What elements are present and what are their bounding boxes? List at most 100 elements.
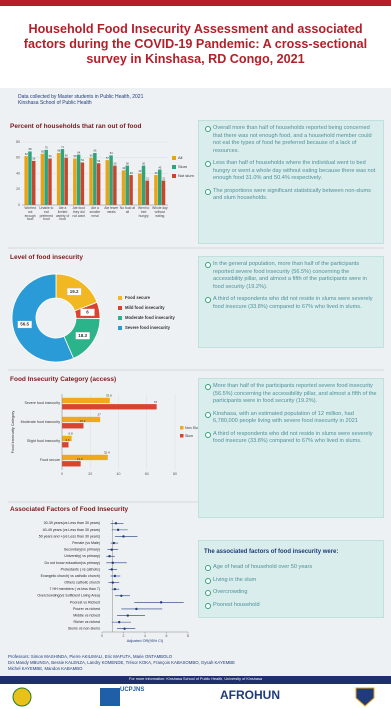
y-tick-label: Female (vs Male) xyxy=(72,541,100,545)
legend-swatch xyxy=(172,174,176,178)
label-box xyxy=(75,332,90,340)
legend-swatch xyxy=(172,165,176,169)
y-tick-label: Slums vs non-slums xyxy=(68,627,100,631)
panel-heading: The associated factors of food insecurit… xyxy=(204,549,339,555)
bullet: Poorest household xyxy=(205,602,378,610)
bar xyxy=(157,169,162,205)
legend-label: Non Slum xyxy=(185,426,201,430)
odds-ratio-point xyxy=(108,555,111,558)
odds-ratio-point xyxy=(118,620,121,624)
bar xyxy=(93,153,97,205)
value-label: 31 xyxy=(162,176,165,180)
value-label: 32.4 xyxy=(104,451,110,455)
logo-icon xyxy=(100,688,120,706)
bar xyxy=(105,160,110,205)
section-title: Percent of households that ran out of fo… xyxy=(10,123,142,130)
legend-swatch xyxy=(118,306,122,310)
value-label: 66 xyxy=(94,149,97,153)
value-label: 50 xyxy=(142,161,145,165)
odds-ratio-point xyxy=(120,594,123,597)
bullet: A third of respondents who did not resid… xyxy=(205,296,378,311)
bar xyxy=(96,163,101,205)
logo-icon xyxy=(355,687,375,707)
bar xyxy=(62,404,157,410)
value-label: 59 xyxy=(49,154,52,158)
bullet: Living in the slum xyxy=(205,577,378,585)
value-label: 60 xyxy=(65,153,68,157)
legend-label: Not slum xyxy=(178,173,194,178)
odds-ratio-point xyxy=(135,607,138,611)
poster-title: Household Food Insecurity Assessment and… xyxy=(23,22,368,67)
value-label: 71 xyxy=(61,145,64,149)
bar xyxy=(56,153,61,205)
odds-ratio-point xyxy=(113,587,117,591)
header-stripe xyxy=(0,0,391,6)
y-tick-label: 20 xyxy=(16,187,20,191)
author-line: Professors: Simon MASHINDA, Pierre AKILI… xyxy=(8,654,173,659)
bar xyxy=(60,149,65,205)
x-tick-label: Ate a limited variety of food xyxy=(55,206,70,222)
odds-ratio-point xyxy=(122,535,125,538)
x-tick-label: 80 xyxy=(173,472,177,476)
y-tick-label: 60 xyxy=(16,156,20,160)
value-label: 68 xyxy=(29,147,32,151)
bullet-list: Overall more than half of households rep… xyxy=(204,125,378,203)
x-tick-label: 8 xyxy=(187,634,189,638)
value-label: 31 xyxy=(146,176,149,180)
value-label: 4.6 xyxy=(65,438,70,442)
value-label: 38 xyxy=(130,171,133,175)
y-tick-label: 40 xyxy=(16,171,20,175)
findings-panel: In the general population, more than hal… xyxy=(198,256,384,348)
value-label: 60 xyxy=(90,153,93,157)
x-tick-label: Whole day without eating xyxy=(152,206,168,218)
bullet: A third of respondents who did not resid… xyxy=(205,431,378,446)
y-tick-label: 30-39 years(vs Less than 30 years) xyxy=(44,521,100,525)
bar xyxy=(80,162,85,205)
pie-slice xyxy=(11,273,75,363)
bullet-list: More than half of the participants repor… xyxy=(204,383,378,446)
logo-band xyxy=(0,684,391,709)
x-axis-label: Adjusted OR(95% CI) xyxy=(127,639,164,643)
bar xyxy=(154,175,158,205)
odds-ratio-point xyxy=(114,522,118,525)
legend-label: All xyxy=(178,155,183,160)
value-label: 6 xyxy=(86,310,89,315)
bar xyxy=(73,158,77,205)
bar xyxy=(32,160,36,205)
y-tick-label: Secondary(vs primary) xyxy=(64,548,100,552)
bar xyxy=(44,149,48,205)
findings-panel: The associated factors of food insecurit… xyxy=(198,540,384,618)
value-label: 57 xyxy=(106,156,109,160)
value-label: 56 xyxy=(32,157,35,161)
findings-panel: Overall more than half of households rep… xyxy=(198,120,384,244)
section-title: Level of food insecurity xyxy=(10,254,83,261)
bar xyxy=(161,180,166,205)
value-label: 19.2 xyxy=(70,289,79,294)
header-band xyxy=(0,0,391,88)
value-label: 63 xyxy=(110,151,113,155)
x-tick-label: 60 xyxy=(145,472,149,476)
x-tick-label: Went to bed hungry xyxy=(138,206,150,218)
legend-swatch xyxy=(118,296,122,300)
odds-ratio-point xyxy=(113,574,117,578)
x-tick-label: No food at all xyxy=(119,206,136,214)
bar xyxy=(113,165,117,205)
value-label: 56.5 xyxy=(20,322,29,327)
odds-ratio-point xyxy=(111,581,114,584)
x-tick-label: 4 xyxy=(144,634,146,638)
legend-label: Mild food insecurity xyxy=(125,305,165,310)
legend-label: Slum xyxy=(178,164,188,169)
credit-line: Data collected by Master students in Pub… xyxy=(18,94,144,100)
x-tick-label: Ate food they did not want xyxy=(72,206,85,218)
y-tick-label: 0 xyxy=(18,203,20,207)
value-label: 54 xyxy=(81,158,84,162)
value-label: 70 xyxy=(45,146,48,150)
odds-ratio-point xyxy=(126,614,129,617)
logo-text: UCPJNS xyxy=(120,687,145,693)
value-label: 18.3 xyxy=(78,333,87,338)
bar xyxy=(40,153,45,205)
bar xyxy=(125,165,130,205)
value-label: 45 xyxy=(158,165,161,169)
value-label: 13.2 xyxy=(77,457,83,461)
y-tick-label: Protestants ( vs catholic) xyxy=(61,567,100,571)
